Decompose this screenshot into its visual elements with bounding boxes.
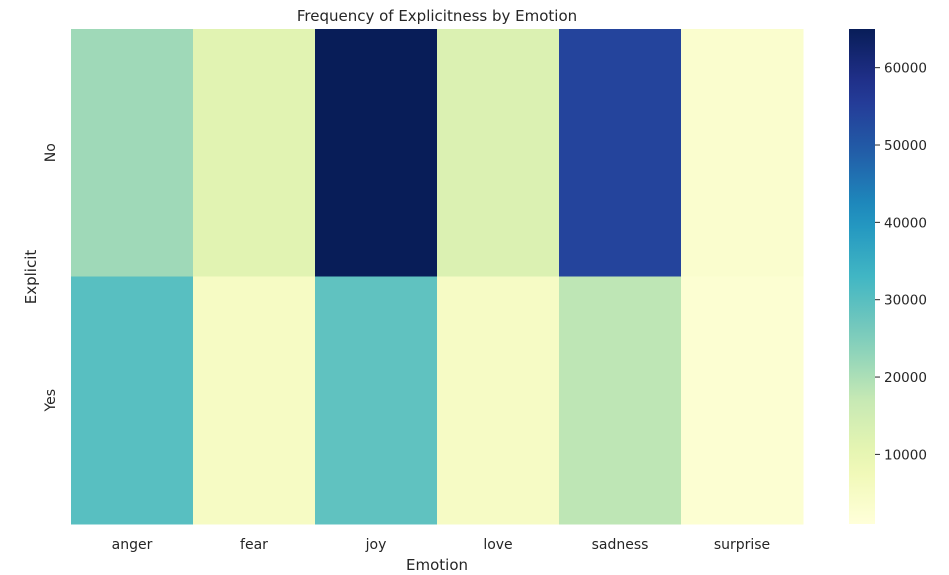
- colorbar-tick-label: 10000: [884, 447, 927, 463]
- x-tick-label-joy: joy: [365, 537, 387, 553]
- heatmap-cell-no-anger: [71, 29, 194, 277]
- y-tick-label-yes: Yes: [43, 389, 59, 413]
- colorbar-tick-label: 60000: [884, 61, 927, 77]
- x-tick-label-sadness: sadness: [592, 537, 649, 553]
- x-axis-label: Emotion: [406, 556, 468, 574]
- y-tick-label-no: No: [43, 143, 59, 162]
- heatmap-cell-yes-surprise: [681, 276, 804, 525]
- colorbar-tick-label: 30000: [884, 293, 927, 309]
- colorbar-tick-label: 50000: [884, 138, 927, 154]
- y-axis-label: Explicit: [22, 250, 40, 305]
- heatmap-cell-yes-sadness: [559, 276, 682, 525]
- y-axis-ticks: No Yes: [43, 143, 59, 412]
- heatmap-cell-yes-love: [437, 276, 560, 525]
- heatmap-cell-no-love: [437, 29, 560, 277]
- heatmap-cell-no-joy: [315, 29, 438, 277]
- x-tick-label-anger: anger: [112, 537, 153, 553]
- heatmap-cell-yes-anger: [71, 276, 194, 525]
- colorbar-ticks: 10000 20000 30000 40000 50000 60000: [875, 61, 927, 463]
- heatmap-cell-yes-fear: [193, 276, 316, 525]
- x-tick-label-fear: fear: [240, 537, 268, 553]
- colorbar-tick-label: 20000: [884, 370, 927, 386]
- x-axis-ticks: anger fear joy love sadness surprise: [112, 537, 771, 553]
- heatmap-cell-no-surprise: [681, 29, 804, 277]
- heatmap-cell-no-sadness: [559, 29, 682, 277]
- heatmap-cells: [71, 29, 804, 525]
- x-tick-label-love: love: [483, 537, 512, 553]
- x-tick-label-surprise: surprise: [714, 537, 770, 553]
- heatmap-cell-yes-joy: [315, 276, 438, 525]
- heatmap-cell-no-fear: [193, 29, 316, 277]
- chart-title: Frequency of Explicitness by Emotion: [297, 7, 577, 25]
- colorbar-tick-label: 40000: [884, 215, 927, 231]
- colorbar: [849, 29, 875, 524]
